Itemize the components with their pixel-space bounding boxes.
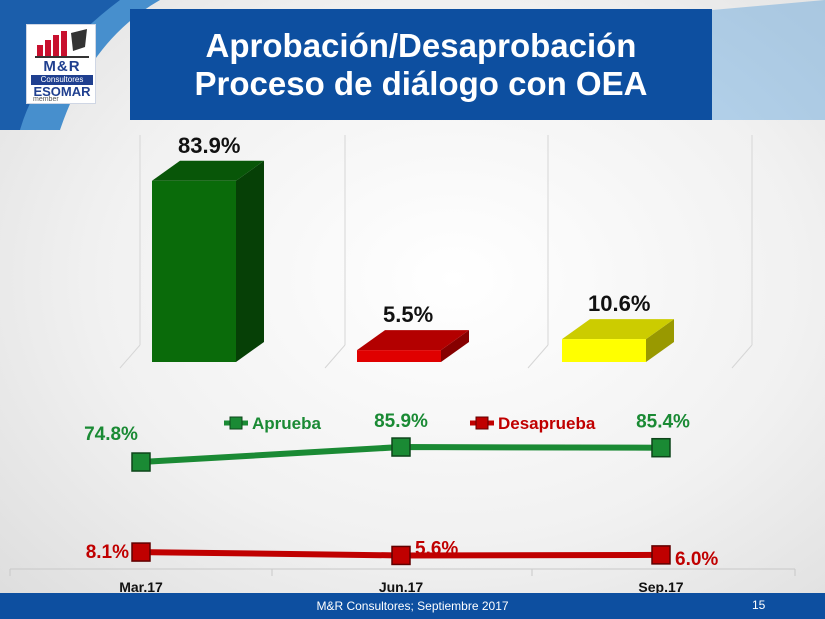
bar-data-label-1: 5.5%: [383, 302, 433, 327]
series-marker-0-2: [651, 437, 671, 458]
legend-label-0: Aprueba: [252, 414, 322, 433]
legend-swatch-marker-0: [229, 416, 243, 430]
bar-floor-divider-2: [527, 344, 549, 369]
bar-top-1: [357, 330, 469, 351]
series-data-label-0-1: 85.9%: [374, 411, 428, 432]
series-marker-0-0: [131, 452, 151, 472]
page-number: 15: [752, 598, 766, 612]
bar-side-2: [646, 319, 674, 362]
bar-floor-divider-3: [731, 344, 753, 369]
line-x-tick-label-0: Mar.17: [119, 579, 163, 593]
legend-label-1: Desaprueba: [498, 414, 596, 433]
bar-side-0: [236, 160, 264, 362]
line-x-tick-label-2: Sep.17: [638, 579, 683, 593]
series-marker-1-1: [391, 545, 411, 566]
bar-floor-divider-1: [324, 344, 346, 369]
bar-0: [152, 180, 236, 362]
logo-subtitle: Consultores: [31, 75, 93, 85]
bar-2: [562, 339, 646, 362]
bar-data-label-2: 10.6%: [588, 291, 650, 316]
company-logo: M&R Consultores ESOMAR member: [26, 24, 96, 104]
series-data-label-0-2: 85.4%: [636, 412, 690, 433]
logo-member: member: [33, 96, 59, 103]
bar-chart-logo-icon: [35, 29, 89, 58]
series-marker-1-0: [131, 542, 151, 562]
bar-side-1: [441, 330, 469, 362]
series-data-label-1-2: 6.0%: [675, 549, 718, 570]
bar-data-label-0: 83.9%: [178, 133, 240, 158]
title-banner: Aprobación/Desaprobación Proceso de diál…: [130, 9, 712, 120]
logo-org: ESOMAR: [33, 84, 91, 99]
bar-floor-divider-0: [119, 344, 141, 369]
bar-top-2: [562, 319, 674, 340]
bar-1: [357, 350, 441, 362]
footer-text: M&R Consultores; Septiembre 2017: [316, 599, 509, 613]
footer-bar: M&R Consultores; Septiembre 2017 15: [0, 593, 825, 619]
series-marker-1-2: [651, 545, 671, 565]
logo-brand: M&R: [43, 58, 81, 75]
legend-swatch-marker-1: [475, 416, 489, 430]
series-marker-0-1: [391, 437, 411, 457]
charts-canvas: 83.9% 5.5% 10.6% Mar.17 Jun.17 Sep.17 74.8% 85.…: [9, 133, 796, 593]
series-data-label-1-0: 8.1%: [86, 542, 129, 563]
page-title-line1: Aprobación/Desaprobación: [205, 26, 637, 64]
page-title-line2: Proceso de diálogo con OEA: [194, 64, 648, 102]
series-data-label-1-1: 5.6%: [415, 538, 458, 559]
line-x-tick-label-1: Jun.17: [379, 579, 424, 593]
bar-top-0: [152, 160, 264, 181]
series-data-label-0-0: 74.8%: [84, 424, 138, 445]
